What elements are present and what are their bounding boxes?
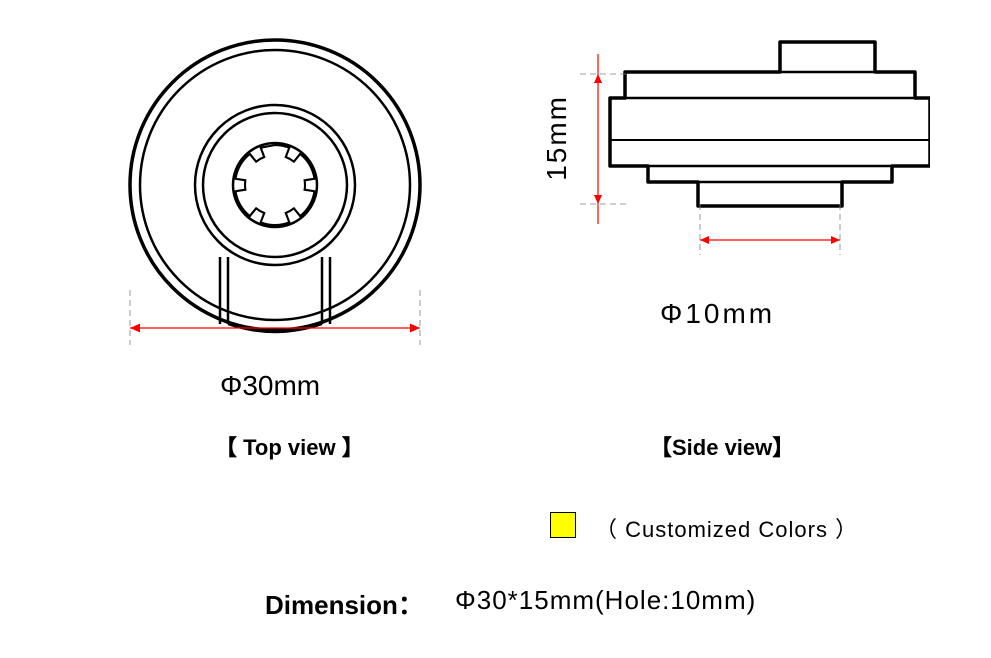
legend-text: （ Customized Colors ） [595, 512, 858, 544]
side-view-height-label: 15mm [541, 95, 573, 181]
side-view-drawing [570, 40, 930, 270]
color-swatch [550, 512, 576, 538]
spec-value: Φ30*15mm(Hole:10mm) [455, 585, 756, 616]
top-view-dim-label: Φ30mm [220, 370, 320, 402]
top-view-drawing [120, 30, 440, 350]
spec-label: Dimension： [265, 585, 424, 622]
side-view-title: 【Side view】 [650, 430, 794, 462]
top-view-title: 【 Top view 】 [215, 430, 364, 462]
side-view-width-label: Φ10mm [660, 298, 775, 330]
